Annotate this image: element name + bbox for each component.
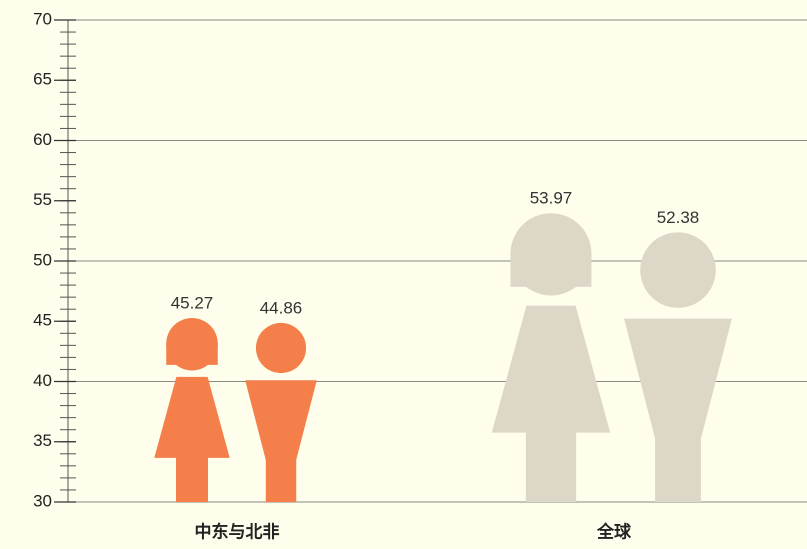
face xyxy=(510,214,592,296)
y-tick-label: 40 xyxy=(33,371,52,390)
face xyxy=(166,318,218,371)
legs xyxy=(655,438,701,502)
y-tick-label: 55 xyxy=(33,190,52,209)
legs xyxy=(525,432,577,502)
y-tick-label: 65 xyxy=(33,70,52,89)
legs xyxy=(175,457,209,502)
y-tick-label: 45 xyxy=(33,311,52,330)
head xyxy=(255,322,307,374)
legs xyxy=(265,459,297,502)
dress xyxy=(491,305,611,433)
y-tick-label: 30 xyxy=(33,491,52,510)
torso xyxy=(245,380,317,460)
head xyxy=(640,232,716,308)
value-label: 52.38 xyxy=(657,208,700,227)
value-label: 45.27 xyxy=(171,293,214,312)
value-label: 53.97 xyxy=(530,189,573,208)
figure xyxy=(154,318,230,502)
figure xyxy=(624,232,732,502)
dress xyxy=(154,376,230,458)
y-tick-label: 60 xyxy=(33,130,52,149)
x-tick-label: 全球 xyxy=(596,521,632,541)
figure xyxy=(245,322,317,502)
torso xyxy=(624,318,732,439)
value-label: 44.86 xyxy=(260,298,303,317)
x-tick-label: 中东与北非 xyxy=(195,521,280,541)
y-tick-label: 35 xyxy=(33,431,52,450)
y-tick-label: 70 xyxy=(33,9,52,28)
figure xyxy=(491,213,611,502)
y-tick-label: 50 xyxy=(33,250,52,269)
